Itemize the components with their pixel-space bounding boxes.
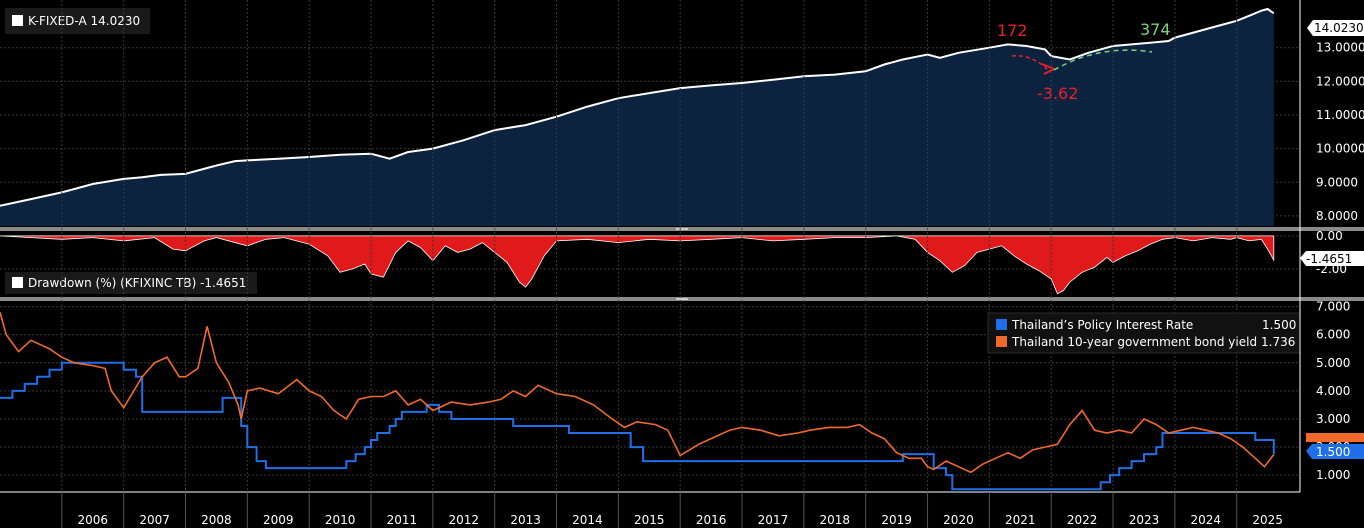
x-tick-label: 2022	[1067, 513, 1098, 527]
legend-label-bond-yield: Thailand 10-year government bond yield	[1011, 335, 1257, 349]
x-tick-label: 2008	[201, 513, 232, 527]
x-tick-label: 2014	[572, 513, 603, 527]
price-y-tick-label: 10.0000	[1316, 142, 1364, 156]
price-title-box	[5, 8, 150, 34]
x-axis: 2006 2007 2008 2009 2010 2011 2012 2013 2014 2015…	[0, 491, 1364, 528]
x-tick-label: 2016	[696, 513, 727, 527]
legend-swatch-policy-rate	[996, 319, 1007, 330]
policy-rate-last-value-box	[1306, 444, 1364, 459]
x-tick-label: 2020	[943, 513, 974, 527]
rates-y-tick-label: 3.000	[1316, 412, 1350, 426]
rates-y-tick-label: 5.000	[1316, 356, 1350, 370]
separator-grip-2[interactable]	[676, 298, 688, 300]
drawdown-last-value: -1.4651	[1306, 252, 1352, 266]
price-panel: 8.0000 9.0000 10.0000 11.0000 12.0000 13.0000…	[0, 7, 1364, 226]
price-last-value-marker: 14.0230	[1307, 20, 1364, 36]
price-y-tick-label: 11.0000	[1316, 108, 1364, 122]
x-axis-background	[0, 492, 1364, 528]
legend-label-policy-rate: Thailand’s Policy Interest Rate	[1011, 318, 1193, 332]
price-legend-swatch	[12, 15, 23, 26]
x-tick-label: 2021	[1005, 513, 1036, 527]
drawdown-arrow-icon	[1041, 63, 1057, 75]
x-tick-label: 2006	[77, 513, 108, 527]
rates-y-tick-label: 4.000	[1316, 384, 1350, 398]
rates-legend-box	[987, 312, 1301, 354]
price-last-value-box	[1307, 20, 1364, 36]
annotation-374: 374	[1140, 20, 1171, 39]
x-tick-label: 2025	[1252, 513, 1283, 527]
price-y-tick-label: 9.0000	[1316, 175, 1358, 189]
bond-yield-last-value-box	[1306, 433, 1364, 442]
price-last-value: 14.0230	[1314, 21, 1364, 35]
legend-value-bond-yield: 1.736	[1261, 335, 1295, 349]
price-y-tick-label: 8.0000	[1316, 209, 1358, 223]
x-tick-label: 2007	[139, 513, 170, 527]
rates-y-tick-label: 7.000	[1316, 300, 1350, 314]
x-tick-label: 2019	[881, 513, 912, 527]
price-title: K-FIXED-A 14.0230	[28, 14, 140, 28]
x-ticks: 2006 2007 2008 2009 2010 2011 2012 2013 2014 2015…	[61, 492, 1283, 528]
drawdown-last-value-marker: -1.4651	[1300, 251, 1364, 266]
x-tick-label: 2023	[1129, 513, 1160, 527]
drawdown-title: Drawdown (%) (KFIXINC TB) -1.4651	[28, 276, 246, 290]
policy-rate-last-value-marker: 1.500	[1306, 444, 1364, 459]
price-line	[0, 7, 1275, 207]
x-tick-label: 2024	[1191, 513, 1222, 527]
separator-grip-1[interactable]	[676, 228, 688, 230]
bond-yield-line	[0, 311, 1275, 474]
rates-y-tick-label: 6.000	[1316, 328, 1350, 342]
drawdown-title-box	[5, 272, 257, 294]
x-tick-label: 2011	[387, 513, 418, 527]
x-tick-label: 2018	[820, 513, 851, 527]
rates-y-tick-label: 1.000	[1316, 468, 1350, 482]
drawdown-last-value-box	[1300, 251, 1364, 266]
policy-rate-last-value: 1.500	[1316, 445, 1350, 459]
drawdown-panel: 0.00-2.00 -1.4651 Drawdown (%) (KFIXINC …	[0, 229, 1364, 295]
x-tick-label: 2015	[634, 513, 665, 527]
drawdown-y-tick-label: 0.00	[1316, 229, 1343, 243]
rates-grid	[0, 0, 1300, 528]
annotation-172: 172	[997, 21, 1028, 40]
x-tick-label: 2012	[448, 513, 479, 527]
x-tick-label: 2017	[758, 513, 789, 527]
legend-value-policy-rate: 1.500	[1262, 318, 1296, 332]
x-tick-label: 2013	[510, 513, 541, 527]
recovery-bracket-green	[1053, 49, 1153, 71]
price-y-tick-label: 12.0000	[1316, 74, 1364, 88]
price-y-ticks: 8.0000 9.0000 10.0000 11.0000 12.0000 13.0000	[1316, 41, 1364, 223]
legend-swatch-bond-yield	[996, 336, 1007, 347]
x-tick-label: 2010	[325, 513, 356, 527]
drawdown-bracket-red	[1011, 55, 1049, 71]
policy-rate-line	[0, 361, 1275, 491]
drawdown-legend-swatch	[12, 277, 23, 288]
rates-legend: Thailand’s Policy Interest Rate 1.500 Th…	[987, 312, 1301, 354]
bond-yield-last-value-marker	[1306, 433, 1364, 442]
price-area	[0, 9, 1274, 226]
price-y-tick-label: 13.0000	[1316, 41, 1364, 55]
x-tick-label: 2009	[263, 513, 294, 527]
annotation-minus-3-62: -3.62	[1037, 84, 1078, 103]
